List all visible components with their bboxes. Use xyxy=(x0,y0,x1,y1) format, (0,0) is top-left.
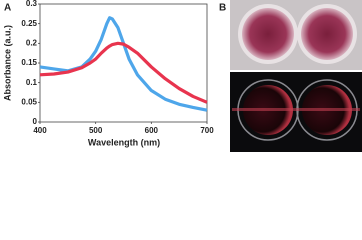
x-tick-label: 700 xyxy=(200,126,214,135)
y-tick-label: 0.3 xyxy=(26,0,38,8)
y-tick-label: 0.2 xyxy=(26,38,38,47)
x-axis-title: Wavelength (nm) xyxy=(88,137,160,147)
photo-top xyxy=(230,0,362,70)
figure: A B Absorbance (a.u.) Wavelength (nm) 0 0… xyxy=(2,0,362,152)
y-tick-label: 0 xyxy=(33,117,38,126)
panel-label: A xyxy=(4,3,11,14)
x-tick-label: 600 xyxy=(145,126,159,135)
x-tick-label: 500 xyxy=(89,126,103,135)
series-line xyxy=(39,16,208,112)
y-tick-label: 0.05 xyxy=(21,97,37,106)
photo-bottom xyxy=(230,72,362,152)
y-axis-title: Absorbance (a.u.) xyxy=(2,25,12,101)
y-tick-label: 0.15 xyxy=(21,58,37,67)
series-line xyxy=(39,41,208,104)
panel-label: B xyxy=(219,3,226,14)
y-tick-label: 0.1 xyxy=(26,78,38,87)
y-tick-label: 0.25 xyxy=(21,19,37,28)
x-tick-label: 400 xyxy=(33,126,47,135)
